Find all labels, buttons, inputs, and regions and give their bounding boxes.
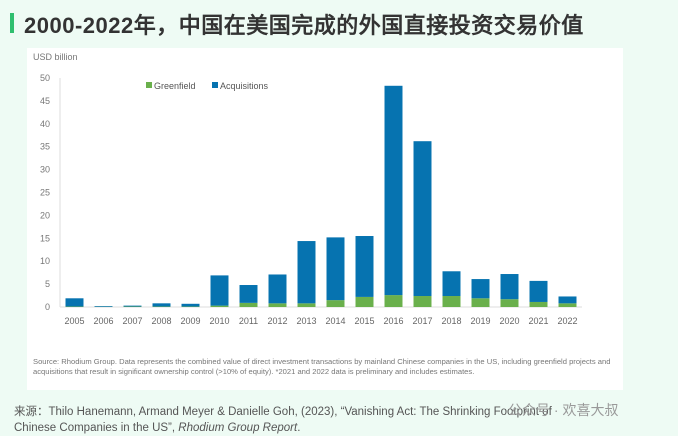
x-tick-label: 2008	[151, 316, 171, 326]
x-tick-label: 2016	[383, 316, 403, 326]
citation-prefix: 来源：	[14, 406, 49, 418]
bar-acquisitions	[385, 86, 403, 295]
y-tick-label: 10	[40, 256, 50, 266]
citation-report: Rhodium Group Report	[178, 422, 297, 434]
citation: 来源：Thilo Hanemann, Armand Meyer & Daniel…	[14, 404, 574, 436]
bar-acquisitions	[327, 237, 345, 300]
bar-greenfield	[269, 303, 287, 307]
y-tick-label: 25	[40, 188, 50, 198]
legend-swatch	[212, 82, 218, 88]
bar-acquisitions	[443, 271, 461, 296]
y-tick-label: 40	[40, 119, 50, 129]
bar-acquisitions	[298, 241, 316, 303]
watermark: 公众号 · 欢喜大叔	[508, 400, 618, 420]
x-tick-label: 2015	[354, 316, 374, 326]
legend-label: Acquisitions	[220, 81, 269, 91]
bar-acquisitions	[182, 304, 200, 307]
y-tick-label: 20	[40, 210, 50, 220]
x-tick-label: 2022	[557, 316, 577, 326]
citation-end: .	[297, 422, 300, 434]
bar-acquisitions	[501, 274, 519, 299]
bar-greenfield	[327, 300, 345, 307]
x-tick-label: 2006	[93, 316, 113, 326]
y-tick-label: 50	[40, 73, 50, 83]
bar-greenfield	[356, 297, 374, 307]
x-tick-label: 2009	[180, 316, 200, 326]
x-tick-label: 2018	[441, 316, 461, 326]
x-tick-label: 2005	[64, 316, 84, 326]
bar-acquisitions	[66, 298, 84, 306]
bar-acquisitions	[124, 306, 142, 307]
x-tick-label: 2010	[209, 316, 229, 326]
y-tick-label: 30	[40, 165, 50, 175]
legend-swatch	[146, 82, 152, 88]
x-tick-label: 2007	[122, 316, 142, 326]
bar-greenfield	[472, 298, 490, 307]
y-tick-label: 15	[40, 233, 50, 243]
bar-greenfield	[385, 295, 403, 307]
bar-greenfield	[443, 296, 461, 307]
x-tick-label: 2021	[528, 316, 548, 326]
x-tick-label: 2020	[499, 316, 519, 326]
bar-acquisitions	[240, 285, 258, 303]
bar-greenfield	[298, 303, 316, 307]
bar-acquisitions	[356, 236, 374, 297]
x-tick-label: 2011	[239, 316, 258, 326]
y-tick-label: 5	[45, 279, 50, 289]
legend-label: Greenfield	[154, 81, 196, 91]
y-tick-label: 0	[45, 302, 50, 312]
bar-acquisitions	[530, 281, 548, 302]
x-tick-label: 2013	[296, 316, 316, 326]
bar-greenfield	[211, 306, 229, 307]
bar-acquisitions	[153, 303, 171, 306]
bar-greenfield	[530, 302, 548, 307]
bar-greenfield	[414, 296, 432, 307]
x-tick-label: 2012	[267, 316, 287, 326]
bar-greenfield	[501, 299, 519, 307]
bar-acquisitions	[472, 279, 490, 298]
bar-acquisitions	[414, 141, 432, 296]
y-tick-label: 45	[40, 96, 50, 106]
x-tick-label: 2019	[470, 316, 490, 326]
bar-acquisitions	[559, 296, 577, 303]
bar-acquisitions	[95, 306, 113, 307]
bar-acquisitions	[211, 275, 229, 305]
bar-greenfield	[559, 303, 577, 307]
y-tick-label: 35	[40, 142, 50, 152]
x-tick-label: 2014	[325, 316, 345, 326]
x-tick-label: 2017	[412, 316, 432, 326]
source-note: Source: Rhodium Group. Data represents t…	[33, 357, 613, 377]
bar-acquisitions	[269, 274, 287, 303]
bar-greenfield	[240, 303, 258, 307]
